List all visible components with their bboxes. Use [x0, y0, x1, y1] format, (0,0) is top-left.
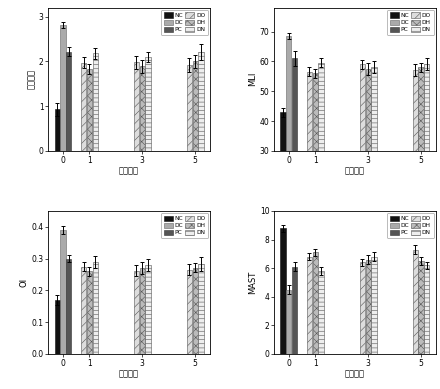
Legend: NC, DC, PC, DO, DH, DN: NC, DC, PC, DO, DH, DN: [387, 9, 434, 35]
Bar: [360, 263, 365, 354]
Legend: NC, DC, PC, DO, DH, DN: NC, DC, PC, DO, DH, DN: [161, 213, 208, 238]
Bar: [360, 65, 365, 240]
Bar: [146, 265, 151, 354]
Bar: [134, 271, 139, 354]
Bar: [313, 252, 318, 354]
Bar: [187, 65, 192, 151]
Bar: [55, 109, 60, 151]
Bar: [92, 53, 98, 151]
Bar: [87, 272, 92, 354]
Bar: [371, 67, 377, 240]
Bar: [424, 65, 429, 240]
Bar: [286, 36, 291, 240]
Bar: [134, 62, 139, 151]
Bar: [280, 112, 286, 240]
Bar: [280, 228, 286, 354]
Bar: [55, 300, 60, 354]
Bar: [146, 57, 151, 151]
Y-axis label: 尿酸评分: 尿酸评分: [27, 69, 36, 89]
Bar: [307, 72, 312, 240]
Legend: NC, DC, PC, DO, DH, DN: NC, DC, PC, DO, DH, DN: [387, 213, 434, 238]
Legend: NC, DC, PC, DO, DH, DN: NC, DC, PC, DO, DH, DN: [161, 9, 208, 35]
Bar: [92, 262, 98, 354]
Bar: [424, 265, 429, 354]
Bar: [139, 268, 145, 354]
Bar: [307, 257, 312, 354]
Bar: [418, 261, 424, 354]
Bar: [371, 257, 377, 354]
Bar: [81, 266, 86, 354]
Bar: [66, 259, 71, 354]
Bar: [413, 70, 418, 240]
Bar: [319, 271, 324, 354]
X-axis label: 石角份数: 石角份数: [119, 369, 139, 378]
Bar: [60, 25, 66, 151]
Y-axis label: MAST: MAST: [248, 271, 257, 294]
Bar: [286, 290, 291, 354]
X-axis label: 石角份数: 石角份数: [119, 166, 139, 175]
Bar: [418, 67, 424, 240]
X-axis label: 石角份数: 石角份数: [345, 369, 365, 378]
Bar: [313, 74, 318, 240]
Y-axis label: MLI: MLI: [248, 72, 257, 86]
Bar: [193, 61, 198, 151]
Bar: [87, 69, 92, 151]
Bar: [193, 268, 198, 354]
Bar: [66, 52, 71, 151]
Bar: [139, 67, 145, 151]
Bar: [187, 270, 192, 354]
Bar: [81, 63, 86, 151]
X-axis label: 石角份数: 石角份数: [345, 166, 365, 175]
Bar: [319, 63, 324, 240]
Bar: [366, 259, 371, 354]
Bar: [292, 267, 297, 354]
Bar: [60, 230, 66, 354]
Y-axis label: OI: OI: [20, 278, 29, 287]
Bar: [413, 250, 418, 354]
Bar: [292, 58, 297, 240]
Bar: [198, 264, 204, 354]
Bar: [198, 52, 204, 151]
Bar: [366, 69, 371, 240]
